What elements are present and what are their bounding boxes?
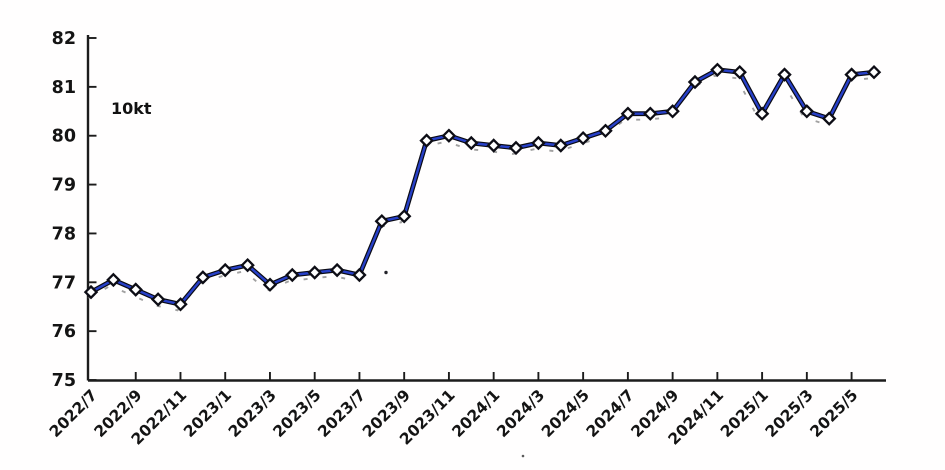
data-point-marker bbox=[128, 282, 143, 297]
x-axis-label: 2024/5 bbox=[538, 386, 593, 441]
data-point-marker bbox=[195, 270, 211, 285]
y-axis-label: 77 bbox=[52, 273, 76, 293]
data-point-marker bbox=[553, 138, 569, 153]
data-point-marker bbox=[665, 104, 680, 119]
scan-artifact-dot bbox=[521, 454, 525, 458]
data-point-marker bbox=[799, 104, 815, 119]
data-point-marker bbox=[419, 133, 434, 148]
axes bbox=[86, 35, 886, 382]
scan-artifact-dot bbox=[384, 270, 388, 275]
x-axis-label: 2023/1 bbox=[180, 386, 235, 441]
y-axis-label: 79 bbox=[52, 176, 76, 196]
y-axis-label: 75 bbox=[52, 371, 76, 391]
y-axis-label: 82 bbox=[52, 29, 76, 49]
x-axis-label: 2025/1 bbox=[717, 386, 772, 441]
data-point-marker bbox=[508, 140, 524, 156]
x-axis-label: 2023/3 bbox=[225, 386, 280, 441]
unit-label: 10kt bbox=[111, 99, 152, 118]
y-axis-label: 76 bbox=[52, 322, 76, 342]
data-point-marker bbox=[821, 111, 837, 126]
data-point-marker bbox=[106, 272, 121, 288]
y-axis-label: 80 bbox=[52, 127, 76, 147]
y-axis-label: 81 bbox=[52, 78, 76, 98]
data-point-marker bbox=[329, 262, 345, 278]
x-axis-label: 2024/1 bbox=[449, 386, 504, 441]
x-axis-label: 2025/3 bbox=[762, 386, 817, 441]
data-point-marker bbox=[83, 284, 99, 300]
data-point-marker bbox=[217, 262, 233, 278]
data-point-marker bbox=[687, 74, 703, 90]
data-point-marker bbox=[575, 130, 591, 146]
data-point-marker bbox=[777, 67, 792, 82]
data-point-marker bbox=[374, 213, 390, 229]
data-point-marker bbox=[285, 267, 300, 283]
x-axis-label: 2022/7 bbox=[46, 386, 101, 441]
data-point-marker bbox=[754, 106, 770, 121]
y-axis-label: 78 bbox=[52, 224, 76, 244]
data-point-marker bbox=[643, 106, 658, 121]
data-point-marker bbox=[710, 62, 725, 78]
data-point-marker bbox=[262, 277, 278, 292]
data-point-marker bbox=[598, 123, 613, 139]
data-point-marker bbox=[441, 128, 457, 143]
x-axis-label: 2025/5 bbox=[807, 386, 862, 441]
data-point-marker bbox=[150, 292, 166, 307]
data-point-marker bbox=[486, 138, 501, 153]
data-point-marker bbox=[307, 265, 322, 280]
data-point-marker bbox=[866, 64, 882, 80]
x-axis-label: 2023/7 bbox=[314, 386, 369, 441]
data-point-marker bbox=[732, 64, 747, 80]
data-point-marker bbox=[396, 209, 412, 224]
x-axis-label: 2024/3 bbox=[493, 386, 548, 441]
data-point-marker bbox=[844, 67, 859, 82]
data-point-marker bbox=[531, 135, 546, 151]
data-point-marker bbox=[173, 297, 188, 312]
series-line bbox=[89, 68, 876, 306]
data-point-marker bbox=[464, 135, 479, 151]
data-point-marker bbox=[620, 106, 636, 121]
x-axis-label: 2024/7 bbox=[583, 386, 638, 441]
data-point-marker bbox=[240, 257, 255, 273]
data-point-marker bbox=[352, 267, 367, 283]
x-axis-label: 2023/5 bbox=[270, 386, 325, 441]
